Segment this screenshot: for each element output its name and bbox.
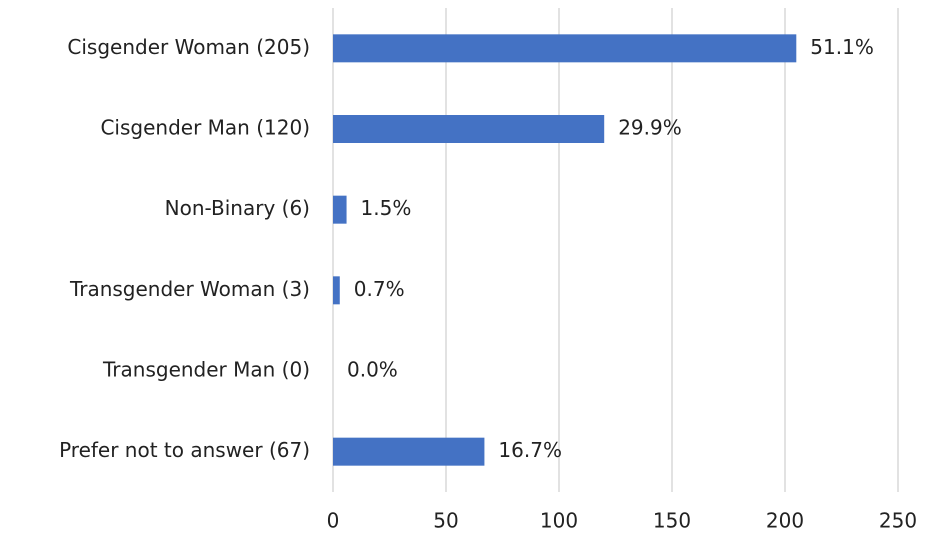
x-tick-label: 50: [433, 509, 458, 533]
y-tick-label: Prefer not to answer (67): [59, 438, 310, 462]
data-label: 29.9%: [618, 116, 682, 140]
x-tick-label: 100: [540, 509, 578, 533]
data-label: 0.7%: [354, 277, 405, 301]
bar: [333, 115, 605, 143]
bar: [333, 437, 485, 466]
y-tick-label: Cisgender Woman (205): [67, 35, 310, 59]
x-tick-label: 150: [653, 509, 691, 533]
y-tick-label: Cisgender Man (120): [100, 116, 310, 140]
bar: [333, 34, 797, 63]
bar: [333, 195, 347, 224]
y-tick-label: Non-Binary (6): [165, 196, 310, 220]
bar: [333, 276, 340, 305]
x-tick-label: 0: [327, 509, 340, 533]
data-label: 1.5%: [361, 196, 412, 220]
data-label: 51.1%: [810, 35, 874, 59]
x-tick-label: 200: [766, 509, 804, 533]
x-tick-label: 250: [879, 509, 917, 533]
y-tick-label: Transgender Man (0): [102, 358, 310, 382]
y-tick-label: Transgender Woman (3): [69, 277, 310, 301]
data-label: 16.7%: [498, 438, 562, 462]
data-label: 0.0%: [347, 358, 398, 382]
